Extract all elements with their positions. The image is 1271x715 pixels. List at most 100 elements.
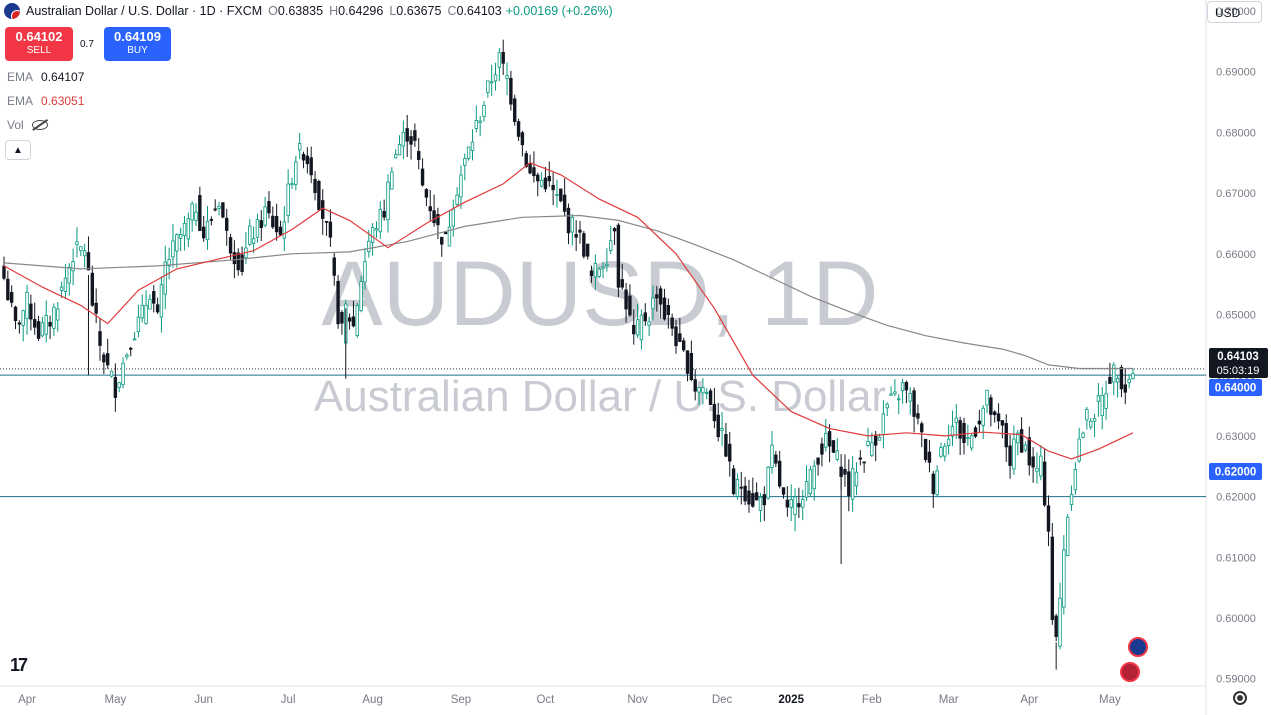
candles (2, 39, 1135, 670)
collapse-legend-button[interactable]: ▲ (5, 140, 31, 160)
candle-body (440, 236, 444, 245)
settings-gear-icon[interactable] (1233, 691, 1247, 705)
candle-body (943, 445, 947, 457)
candle-body (86, 252, 91, 271)
ema-legend-2[interactable]: EMA 0.63051 (7, 94, 84, 108)
sell-button[interactable]: 0.64102 SELL (5, 27, 73, 61)
candle-body (731, 468, 736, 495)
au-event-flag-icon[interactable] (1128, 637, 1148, 657)
candle-body (789, 499, 793, 508)
candle-body (543, 177, 548, 190)
candle-body (509, 77, 513, 105)
ema-lines (3, 162, 1134, 460)
candle-body (48, 321, 52, 327)
symbol-header[interactable]: Australian Dollar / U.S. Dollar · 1D · F… (4, 3, 613, 19)
candle-body (332, 257, 336, 276)
candle-body (747, 490, 751, 505)
candle-body (29, 303, 33, 320)
candle-body (225, 217, 229, 231)
candle-body (466, 146, 471, 159)
time-tick-label: May (104, 694, 126, 706)
tradingview-logo-icon[interactable]: 17 (10, 655, 28, 675)
candle-body (194, 211, 198, 222)
candle-body (678, 333, 682, 342)
candle-body (877, 436, 882, 441)
last-price-value: 0.64103 (1217, 351, 1259, 363)
candle-body (163, 261, 167, 295)
candle-body (190, 203, 194, 221)
hidden-eye-icon[interactable] (31, 120, 48, 130)
candle-body (370, 227, 375, 243)
candle-body (850, 468, 855, 500)
candle-body (79, 246, 83, 251)
candle-body (981, 407, 985, 426)
ema-fast-line (3, 162, 1134, 460)
candle-body (1065, 516, 1070, 557)
candle-body (1123, 384, 1127, 393)
candle-body (393, 154, 398, 159)
last-price-tag (1209, 348, 1268, 378)
candle-body (562, 194, 567, 212)
candle-body (1004, 423, 1008, 448)
candle-body (1050, 536, 1055, 621)
candle-body (605, 263, 609, 267)
candle-body (532, 167, 536, 177)
candle-body (1062, 549, 1066, 608)
candle-body (463, 158, 467, 166)
candle-body (71, 261, 75, 272)
candle-body (171, 240, 175, 258)
candle-body (1069, 493, 1074, 505)
candle-body (148, 298, 152, 310)
candle-body (232, 252, 237, 265)
candle-body (1092, 418, 1097, 422)
candle-body (159, 284, 164, 318)
candle-body (639, 314, 644, 341)
ema-legend-1[interactable]: EMA 0.64107 (7, 70, 84, 84)
candle-body (1027, 437, 1031, 466)
candle-body (1000, 420, 1005, 426)
candle-body (109, 370, 114, 377)
candle-body (847, 471, 851, 496)
price-tick-label: 0.61000 (1216, 552, 1256, 564)
low-value: 0.63675 (396, 4, 442, 18)
candle-body (697, 387, 701, 393)
time-tick-label: Dec (712, 694, 733, 706)
candle-body (305, 155, 310, 165)
candle-body (489, 81, 494, 84)
candle-body (578, 229, 582, 233)
currency-button[interactable]: USD (1207, 1, 1262, 23)
candle-body (17, 322, 22, 325)
candle-body (286, 183, 290, 216)
candle-body (209, 219, 214, 221)
candle-body (912, 390, 916, 417)
us-event-flag-icon[interactable] (1120, 662, 1140, 682)
candle-body (121, 362, 125, 385)
candle-body (716, 414, 720, 438)
candle-body (505, 75, 509, 79)
candle-body (754, 492, 759, 501)
candle-body (751, 493, 755, 507)
candle-body (977, 420, 982, 425)
ema-legend-1-label: EMA (7, 70, 34, 84)
candle-body (923, 438, 928, 461)
candle-body (470, 141, 475, 151)
candle-body (274, 216, 279, 233)
candle-body (966, 437, 970, 440)
candle-body (701, 387, 705, 394)
candle-body (1008, 445, 1012, 466)
candle-body (347, 317, 352, 322)
candle-body (632, 324, 636, 335)
candle-body (597, 268, 601, 277)
buy-button[interactable]: 0.64109 BUY (104, 27, 171, 61)
candle-body (6, 278, 10, 301)
candle-body (1019, 429, 1024, 453)
candle-body (75, 241, 79, 246)
candle-body (501, 51, 505, 64)
volume-legend[interactable]: Vol (7, 118, 48, 132)
candle-body (973, 427, 978, 437)
candle-body (271, 215, 275, 228)
time-tick-label: Apr (18, 694, 36, 706)
candle-body (340, 312, 344, 324)
candle-body (950, 426, 955, 437)
